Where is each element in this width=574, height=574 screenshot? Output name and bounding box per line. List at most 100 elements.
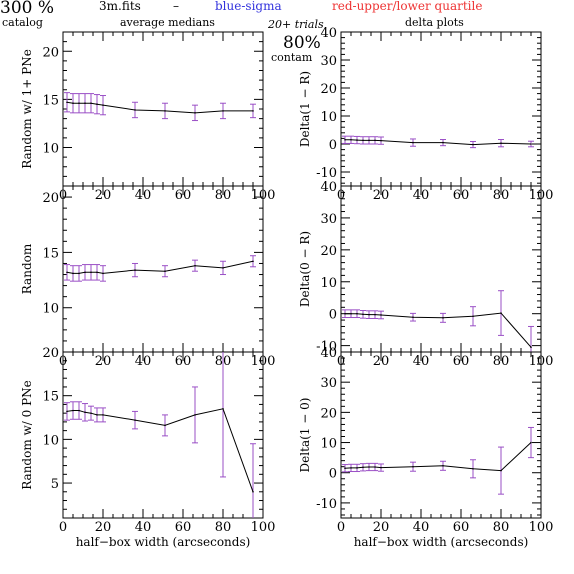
y-tick-label: 10 <box>320 110 337 125</box>
data-point <box>362 466 364 469</box>
y-tick-label: 20 <box>42 45 59 60</box>
data-point <box>380 139 382 142</box>
data-point <box>356 139 358 141</box>
data-point <box>66 410 68 413</box>
data-point <box>344 139 346 141</box>
data-point <box>164 424 166 427</box>
data-point <box>134 419 136 421</box>
data-point <box>78 409 80 412</box>
y-tick-label: 20 <box>320 82 337 97</box>
data-point <box>472 468 474 470</box>
data-point <box>164 110 166 112</box>
blue-sigma-label: blue-sigma <box>215 0 282 13</box>
y-axis-label: Delta(1 − 0) <box>298 398 312 473</box>
y-tick-label: 10 <box>320 276 337 291</box>
count-label: 300 % <box>0 0 55 18</box>
data-point <box>72 409 74 412</box>
x-tick-label: 100 <box>529 520 554 535</box>
data-point <box>472 315 474 318</box>
data-point <box>412 141 414 144</box>
x-tick-label: 60 <box>453 188 470 203</box>
y-tick-label: 20 <box>42 346 59 361</box>
data-point <box>72 272 74 275</box>
data-point <box>530 143 532 145</box>
x-axis-label: half−box width (arcseconds) <box>354 535 529 549</box>
x-tick-label: 60 <box>175 188 192 203</box>
x-tick-label: 80 <box>493 354 510 369</box>
data-point <box>350 467 352 469</box>
x-tick-label: 0 <box>59 520 67 535</box>
data-point <box>252 490 254 493</box>
panel-ll: 0 20 40 60 80 100 5 10 15 20 Random w/ 0 PNe half−b… <box>20 346 276 549</box>
series-line <box>66 408 254 492</box>
data-point <box>530 346 532 349</box>
y-tick-label: 20 <box>320 406 337 421</box>
data-point <box>412 316 414 319</box>
series-group <box>342 426 534 495</box>
y-tick-label: 30 <box>320 54 337 69</box>
data-point <box>90 102 92 105</box>
y-axis-label: Delta(0 − R) <box>298 231 312 307</box>
x-tick-label: 40 <box>135 520 152 535</box>
y-tick-label: 10 <box>42 433 59 448</box>
x-tick-label: 80 <box>215 188 232 203</box>
y-tick-label: 40 <box>320 346 337 361</box>
data-point <box>84 102 86 105</box>
series-group <box>342 290 534 352</box>
data-point <box>368 313 370 316</box>
right-title: delta plots <box>405 16 464 29</box>
data-point <box>362 313 364 316</box>
data-point <box>90 271 92 274</box>
data-point <box>380 466 382 469</box>
x-tick-label: 20 <box>95 520 112 535</box>
x-tick-label: 40 <box>413 188 430 203</box>
data-point <box>362 139 364 142</box>
data-point <box>72 102 74 105</box>
data-point <box>380 314 382 316</box>
data-point <box>442 317 444 319</box>
y-tick-label: 0 <box>329 308 337 323</box>
data-point <box>500 469 502 472</box>
y-tick-label: 10 <box>42 302 59 317</box>
x-tick-label: 60 <box>453 354 470 369</box>
left-title: average medians <box>120 16 215 29</box>
data-point <box>84 271 86 274</box>
x-tick-label: 100 <box>251 520 276 535</box>
y-tick-label: 40 <box>320 180 337 195</box>
data-point <box>194 264 196 267</box>
data-point <box>412 465 414 468</box>
y-tick-label: 0 <box>329 467 337 482</box>
x-tick-label: 40 <box>413 520 430 535</box>
x-tick-label: 40 <box>135 188 152 203</box>
x-tick-label: 20 <box>95 188 112 203</box>
y-tick-label: 20 <box>42 191 59 206</box>
trials-label: 20+ trials <box>268 18 324 31</box>
data-point <box>134 269 136 271</box>
data-point <box>500 142 502 144</box>
data-point <box>222 407 224 410</box>
contam-percent-label: 80% <box>283 33 321 53</box>
data-point <box>374 139 376 142</box>
data-point <box>356 312 358 315</box>
data-point <box>368 466 370 468</box>
y-tick-label: 40 <box>320 26 337 41</box>
y-tick-label: 0 <box>329 138 337 153</box>
x-tick-label: 40 <box>413 354 430 369</box>
series-line <box>345 312 532 348</box>
x-tick-label: 20 <box>373 520 390 535</box>
data-point <box>102 272 104 275</box>
data-point <box>66 101 68 104</box>
x-tick-label: 60 <box>175 520 192 535</box>
y-axis-label: Delta(1 − R) <box>298 71 312 147</box>
data-point <box>96 271 98 274</box>
data-point <box>368 139 370 142</box>
y-tick-label: 15 <box>42 93 59 108</box>
data-point <box>134 109 136 111</box>
y-tick-label: 15 <box>42 390 59 405</box>
y-axis-label: Random <box>20 243 34 294</box>
y-tick-label: 30 <box>320 376 337 391</box>
series-line <box>66 260 254 274</box>
